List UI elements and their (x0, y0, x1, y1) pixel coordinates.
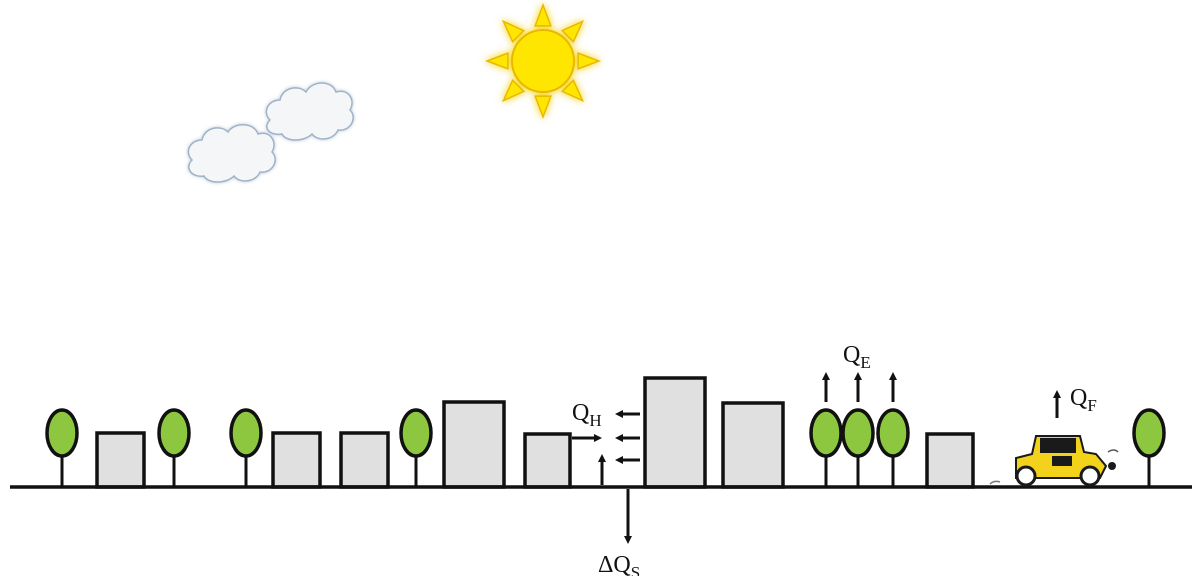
sun-ray (577, 52, 602, 70)
building-icon (523, 432, 572, 489)
building-icon (643, 376, 707, 489)
flux-label-qe: QE (843, 342, 871, 372)
building-icon (721, 401, 785, 489)
flux-label-dqs: ΔQS (598, 552, 640, 576)
building-icon (95, 431, 146, 489)
sensible-heat-arrows (572, 410, 640, 485)
building-icon (442, 400, 506, 489)
building-icon (339, 431, 390, 489)
cloud-icon (265, 82, 354, 141)
sun-ray (534, 2, 552, 27)
tree-icon (876, 408, 910, 487)
tree-icon (229, 408, 263, 487)
flux-label-qf: QF (1070, 385, 1097, 415)
tree-icon (841, 408, 875, 487)
cloud-icon (187, 124, 276, 183)
sun-icon (484, 2, 602, 120)
sun-ray (501, 78, 526, 103)
tree-icon (45, 408, 79, 487)
car-icon (989, 435, 1119, 487)
building-icon (925, 432, 975, 489)
sun-ray (560, 19, 585, 44)
sun-ray (501, 19, 526, 44)
latent-heat-arrows (822, 372, 897, 402)
sun-ray (534, 95, 552, 120)
sun-ray (484, 52, 509, 70)
tree-icon (157, 408, 191, 487)
building-icon (271, 431, 322, 489)
flux-label-qh: QH (572, 400, 602, 430)
sun-ray (560, 78, 585, 103)
tree-icon (399, 408, 433, 487)
tree-icon (1132, 408, 1166, 487)
tree-icon (809, 408, 843, 487)
